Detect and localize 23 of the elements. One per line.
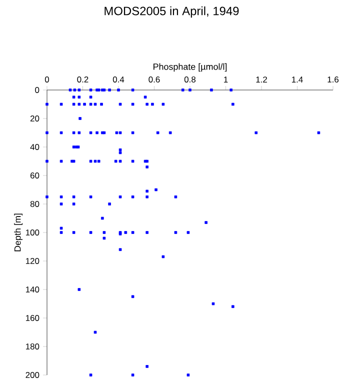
x-tick-label: 1.2 (256, 76, 267, 82)
y-tick-label: 160 (26, 315, 40, 321)
x-tick-label: 0 (44, 76, 50, 82)
chart-title: MODS2005 in April, 1949 (104, 6, 239, 18)
y-tick-label: 80 (30, 201, 40, 207)
x-tick-label: 0.4 (112, 76, 124, 82)
y-tick-label: 120 (26, 258, 40, 264)
y-tick-label: 100 (26, 230, 40, 236)
x-tick-label: 0.8 (184, 76, 196, 82)
x-tick-label: 0.2 (77, 76, 88, 82)
y-tick-label: 180 (26, 344, 40, 350)
y-tick-label: 0 (35, 87, 40, 93)
x-tick-label: 0.6 (148, 76, 160, 82)
y-tick-label: 60 (30, 172, 40, 178)
y-tick-label: 200 (26, 372, 40, 378)
x-tick-label: 1.6 (328, 76, 339, 82)
y-tick-label: 20 (30, 116, 40, 122)
y-tick-label: 40 (30, 144, 40, 150)
x-axis-title: Phosphate [µmol/l] (154, 63, 227, 72)
y-tick-label: 140 (26, 286, 40, 292)
x-tick-label: 1 (224, 76, 228, 82)
x-tick-label: 1.4 (292, 76, 303, 82)
y-axis-title: Depth [m] (14, 214, 23, 252)
